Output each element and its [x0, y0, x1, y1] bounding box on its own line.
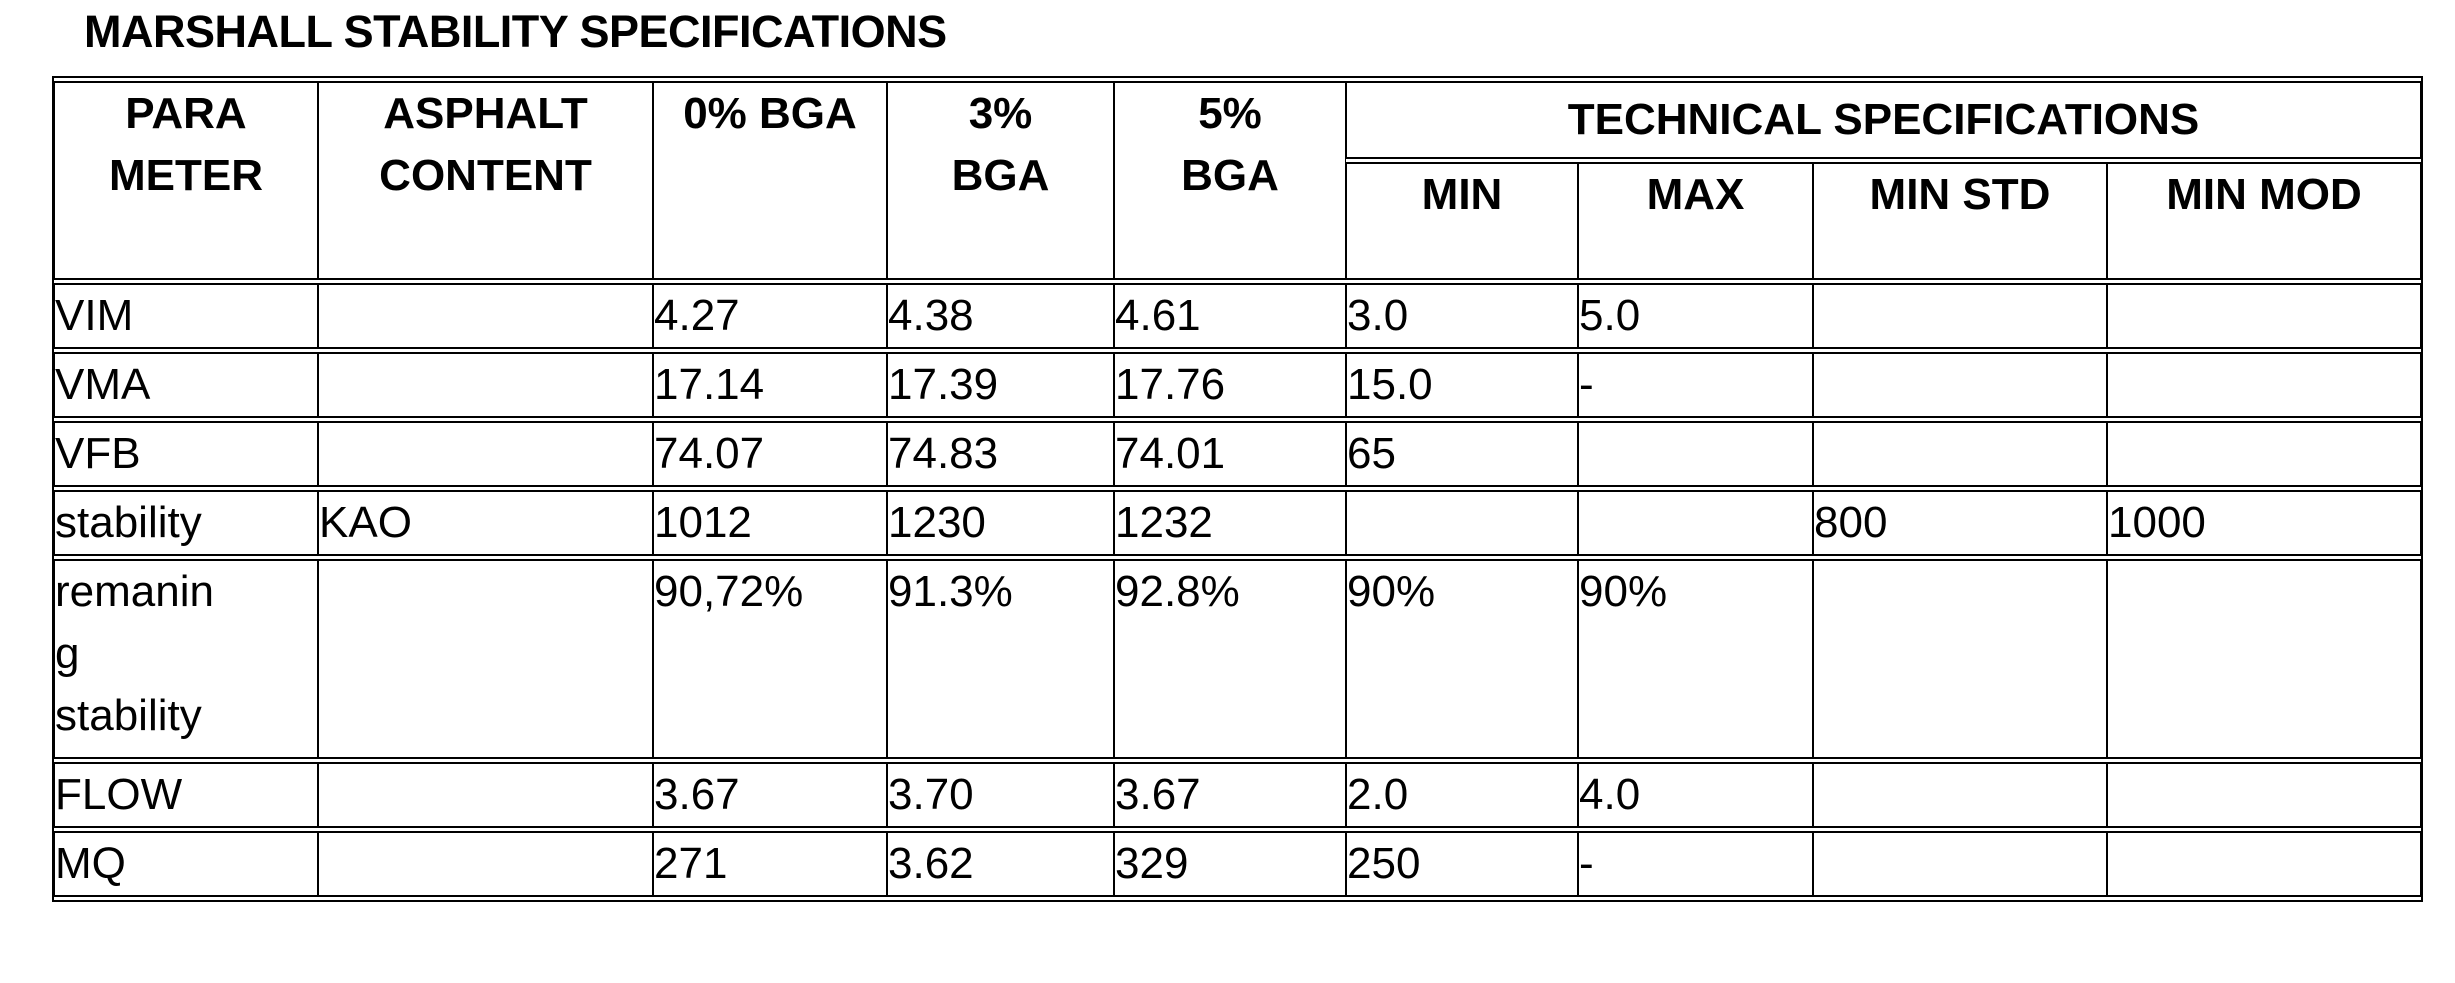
- table-row-vma: VMA 17.14 17.39 17.76 15.0 -: [54, 352, 2422, 418]
- table-cell: VIM: [54, 283, 318, 349]
- table-cell: [1813, 352, 2107, 418]
- table-cell: 1230: [887, 490, 1114, 556]
- table-cell: 17.14: [653, 352, 887, 418]
- table-cell: [318, 831, 653, 897]
- table-cell: KAO: [318, 490, 653, 556]
- table-cell: -: [1578, 352, 1813, 418]
- column-header-min-std: MIN STD: [1813, 162, 2107, 280]
- column-header-parameter: PARA METER: [54, 81, 318, 280]
- table-cell: stability: [54, 490, 318, 556]
- table-cell: [1578, 490, 1813, 556]
- table-cell: 3.70: [887, 762, 1114, 828]
- table-cell: 74.83: [887, 421, 1114, 487]
- table-cell: [1813, 283, 2107, 349]
- column-header-5-bga: 5% BGA: [1114, 81, 1346, 280]
- table-cell: 5.0: [1578, 283, 1813, 349]
- table-cell: [1813, 421, 2107, 487]
- table-cell: [2107, 352, 2422, 418]
- table-cell: 74.01: [1114, 421, 1346, 487]
- table-cell: [1813, 831, 2107, 897]
- table-cell: 15.0: [1346, 352, 1578, 418]
- table-cell: [318, 421, 653, 487]
- table-cell: [318, 762, 653, 828]
- column-header-min: MIN: [1346, 162, 1578, 280]
- table-cell: 17.39: [887, 352, 1114, 418]
- table-cell: 90%: [1346, 559, 1578, 759]
- column-header-min-mod: MIN MOD: [2107, 162, 2422, 280]
- table-cell: [318, 559, 653, 759]
- table-cell: 4.38: [887, 283, 1114, 349]
- table-cell: MQ: [54, 831, 318, 897]
- table-row-vfb: VFB 74.07 74.83 74.01 65: [54, 421, 2422, 487]
- table-cell: 91.3%: [887, 559, 1114, 759]
- table-cell: 4.0: [1578, 762, 1813, 828]
- table-cell: [2107, 559, 2422, 759]
- table-cell: [2107, 831, 2422, 897]
- table-row-stability: stability KAO 1012 1230 1232 800 1000: [54, 490, 2422, 556]
- table-cell: VMA: [54, 352, 318, 418]
- table-cell: [2107, 421, 2422, 487]
- column-header-technical-specifications: TECHNICAL SPECIFICATIONS: [1346, 81, 2422, 159]
- table-cell: FLOW: [54, 762, 318, 828]
- column-header-0-bga: 0% BGA: [653, 81, 887, 280]
- table-cell: [2107, 762, 2422, 828]
- table-cell: [1813, 762, 2107, 828]
- table-header-row-2: MIN MAX MIN STD MIN MOD: [54, 162, 2422, 280]
- table-cell: 800: [1813, 490, 2107, 556]
- table-row-mq: MQ 271 3.62 329 250 -: [54, 831, 2422, 897]
- table-cell: 1232: [1114, 490, 1346, 556]
- page-title: MARSHALL STABILITY SPECIFICATIONS: [84, 6, 947, 57]
- table-cell: VFB: [54, 421, 318, 487]
- table-cell: 4.27: [653, 283, 887, 349]
- table-cell: [318, 352, 653, 418]
- table-cell: 74.07: [653, 421, 887, 487]
- table-cell: [318, 283, 653, 349]
- table-cell: 2.0: [1346, 762, 1578, 828]
- table-cell: 329: [1114, 831, 1346, 897]
- column-header-asphalt-content: ASPHALT CONTENT: [318, 81, 653, 280]
- table-cell: 90,72%: [653, 559, 887, 759]
- table-cell: 3.0: [1346, 283, 1578, 349]
- table-cell: 90%: [1578, 559, 1813, 759]
- marshall-stability-table: PARA METER ASPHALT CONTENT 0% BGA 3% BGA…: [52, 76, 2424, 902]
- table-cell: 1012: [653, 490, 887, 556]
- table-cell: [1346, 490, 1578, 556]
- table-cell: -: [1578, 831, 1813, 897]
- table-cell: 17.76: [1114, 352, 1346, 418]
- table-cell: 3.67: [653, 762, 887, 828]
- table-cell: 271: [653, 831, 887, 897]
- table-row-remaining-stability: remanin g stability 90,72% 91.3% 92.8% 9…: [54, 559, 2422, 759]
- table-cell: 250: [1346, 831, 1578, 897]
- table-cell: [2107, 283, 2422, 349]
- column-header-max: MAX: [1578, 162, 1813, 280]
- table-cell: 3.67: [1114, 762, 1346, 828]
- table-row-flow: FLOW 3.67 3.70 3.67 2.0 4.0: [54, 762, 2422, 828]
- table-header-row-1: PARA METER ASPHALT CONTENT 0% BGA 3% BGA…: [54, 81, 2422, 280]
- table-cell: [1578, 421, 1813, 487]
- table-cell: 1000: [2107, 490, 2422, 556]
- table-row-vim: VIM 4.27 4.38 4.61 3.0 5.0: [54, 283, 2422, 349]
- table-cell: 65: [1346, 421, 1578, 487]
- table-cell: 3.62: [887, 831, 1114, 897]
- table-cell: 92.8%: [1114, 559, 1346, 759]
- table-cell: [1813, 559, 2107, 759]
- table-cell: 4.61: [1114, 283, 1346, 349]
- column-header-3-bga: 3% BGA: [887, 81, 1114, 280]
- table-cell: remanin g stability: [54, 559, 318, 759]
